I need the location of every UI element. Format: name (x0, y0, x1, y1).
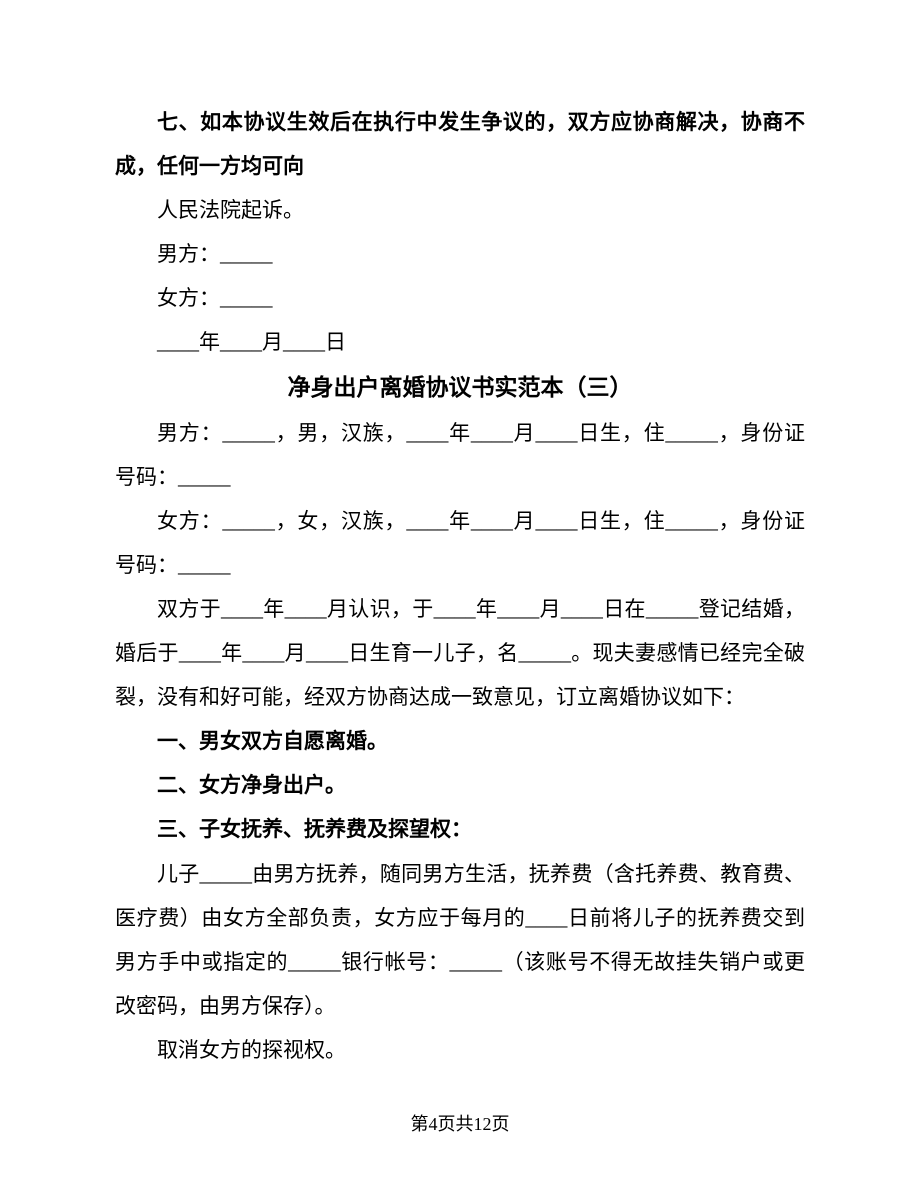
clause-two: 二、女方净身出户。 (115, 763, 805, 807)
document-page: 七、如本协议生效后在执行中发生争议的，双方应协商解决，协商不成，任何一方均可向 … (0, 0, 920, 1191)
clause-three: 三、子女抚养、抚养费及探望权： (115, 807, 805, 851)
female-party-info: 女方：_____，女，汉族，____年____月____日生，住_____，身份… (115, 499, 805, 587)
clause-one: 一、男女双方自愿离婚。 (115, 719, 805, 763)
page-footer: 第4页共12页 (0, 1110, 920, 1136)
date-line: ____年____月____日 (115, 320, 805, 364)
male-signature-line: 男方：_____ (115, 232, 805, 276)
court-text: 人民法院起诉。 (115, 188, 805, 232)
document-title: 净身出户离婚协议书实范本（三） (115, 365, 805, 411)
custody-details: 儿子_____由男方抚养，随同男方生活，抚养费（含托养费、教育费、医疗费）由女方… (115, 852, 805, 1028)
female-signature-line: 女方：_____ (115, 276, 805, 320)
visitation-cancel: 取消女方的探视权。 (115, 1028, 805, 1072)
clause-seven: 七、如本协议生效后在执行中发生争议的，双方应协商解决，协商不成，任何一方均可向 (115, 100, 805, 188)
male-party-info: 男方：_____，男，汉族，____年____月____日生，住_____，身份… (115, 411, 805, 499)
marriage-background: 双方于____年____月认识，于____年____月____日在_____登记… (115, 587, 805, 719)
clause-seven-heading: 七、如本协议生效后在执行中发生争议的，双方应协商解决，协商不成，任何一方均可向 (115, 110, 805, 178)
